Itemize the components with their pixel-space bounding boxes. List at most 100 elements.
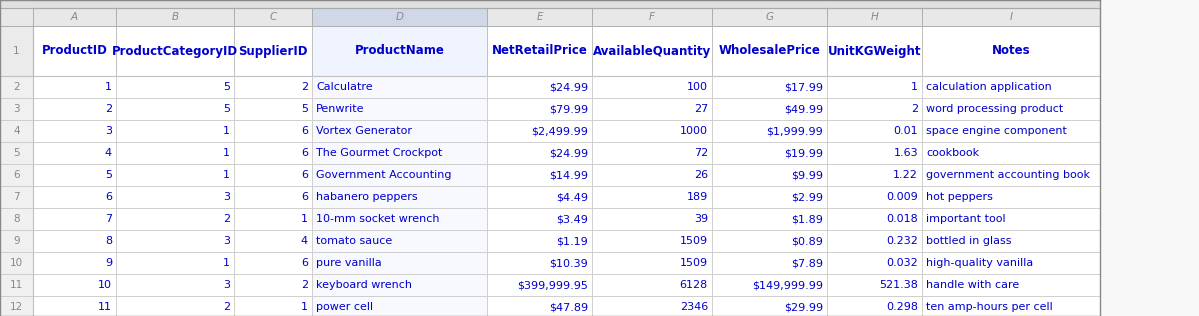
Bar: [827, 142, 922, 164]
Text: 6: 6: [301, 148, 308, 158]
Text: 1: 1: [223, 170, 230, 180]
Bar: [827, 186, 922, 208]
Bar: [487, 230, 592, 252]
Text: 6: 6: [301, 258, 308, 268]
Text: 2346: 2346: [680, 302, 707, 312]
Text: 0.01: 0.01: [893, 126, 918, 136]
Bar: [922, 98, 1099, 120]
Text: 2: 2: [301, 82, 308, 92]
Text: 5: 5: [106, 170, 112, 180]
Bar: [592, 26, 712, 76]
Bar: [827, 26, 922, 76]
Bar: [234, 164, 312, 186]
Text: 4: 4: [301, 236, 308, 246]
Text: 0.298: 0.298: [886, 302, 918, 312]
Text: $4.49: $4.49: [556, 192, 588, 202]
Text: $9.99: $9.99: [791, 170, 823, 180]
Bar: [712, 208, 827, 230]
Bar: [827, 76, 922, 98]
Bar: [712, 26, 827, 76]
Bar: [0, 98, 34, 120]
Text: $1.89: $1.89: [791, 214, 823, 224]
Bar: [487, 296, 592, 316]
Bar: [234, 186, 312, 208]
Text: 1: 1: [301, 214, 308, 224]
Text: 1000: 1000: [680, 126, 707, 136]
Text: 521.38: 521.38: [879, 280, 918, 290]
Text: 5: 5: [13, 148, 20, 158]
Text: 100: 100: [687, 82, 707, 92]
Text: 1: 1: [223, 148, 230, 158]
Text: Penwrite: Penwrite: [317, 104, 364, 114]
Bar: [116, 208, 234, 230]
Text: $3.49: $3.49: [556, 214, 588, 224]
Text: ProductID: ProductID: [42, 45, 108, 58]
Bar: [0, 164, 34, 186]
Text: UnitKGWeight: UnitKGWeight: [827, 45, 921, 58]
Bar: [922, 274, 1099, 296]
Text: high-quality vanilla: high-quality vanilla: [926, 258, 1034, 268]
Bar: [116, 120, 234, 142]
Text: 72: 72: [694, 148, 707, 158]
Bar: [312, 252, 487, 274]
Text: D: D: [396, 12, 404, 22]
Bar: [234, 274, 312, 296]
Bar: [592, 186, 712, 208]
Text: 27: 27: [694, 104, 707, 114]
Bar: [712, 296, 827, 316]
Bar: [487, 164, 592, 186]
Text: ten amp-hours per cell: ten amp-hours per cell: [926, 302, 1053, 312]
Text: 0.018: 0.018: [886, 214, 918, 224]
Bar: [34, 98, 116, 120]
Bar: [34, 164, 116, 186]
Bar: [592, 208, 712, 230]
Text: bottled in glass: bottled in glass: [926, 236, 1012, 246]
Bar: [116, 274, 234, 296]
Bar: [234, 8, 312, 26]
Bar: [922, 8, 1099, 26]
Text: ProductCategoryID: ProductCategoryID: [112, 45, 239, 58]
Text: Notes: Notes: [992, 45, 1030, 58]
Bar: [592, 230, 712, 252]
Text: Calculatre: Calculatre: [317, 82, 373, 92]
Bar: [234, 142, 312, 164]
Text: 1: 1: [223, 258, 230, 268]
Text: $79.99: $79.99: [549, 104, 588, 114]
Text: 3: 3: [223, 280, 230, 290]
Text: 6: 6: [106, 192, 112, 202]
Bar: [712, 186, 827, 208]
Text: 26: 26: [694, 170, 707, 180]
Bar: [0, 252, 34, 274]
Bar: [712, 274, 827, 296]
Text: ProductName: ProductName: [355, 45, 445, 58]
Text: C: C: [270, 12, 277, 22]
Bar: [0, 26, 34, 76]
Text: $2,499.99: $2,499.99: [531, 126, 588, 136]
Bar: [922, 26, 1099, 76]
Text: 2: 2: [911, 104, 918, 114]
Text: 11: 11: [98, 302, 112, 312]
Bar: [234, 120, 312, 142]
Bar: [922, 76, 1099, 98]
Bar: [487, 98, 592, 120]
Text: 3: 3: [13, 104, 20, 114]
Bar: [922, 296, 1099, 316]
Text: 5: 5: [301, 104, 308, 114]
Text: 4: 4: [13, 126, 20, 136]
Bar: [592, 274, 712, 296]
Text: SupplierID: SupplierID: [239, 45, 308, 58]
Bar: [712, 230, 827, 252]
Bar: [116, 164, 234, 186]
Bar: [116, 252, 234, 274]
Bar: [116, 8, 234, 26]
Text: 2: 2: [223, 302, 230, 312]
Text: 6: 6: [301, 126, 308, 136]
Bar: [712, 164, 827, 186]
Bar: [922, 186, 1099, 208]
Bar: [712, 120, 827, 142]
Text: $47.89: $47.89: [549, 302, 588, 312]
Bar: [234, 98, 312, 120]
Bar: [712, 8, 827, 26]
Text: 1: 1: [106, 82, 112, 92]
Bar: [487, 186, 592, 208]
